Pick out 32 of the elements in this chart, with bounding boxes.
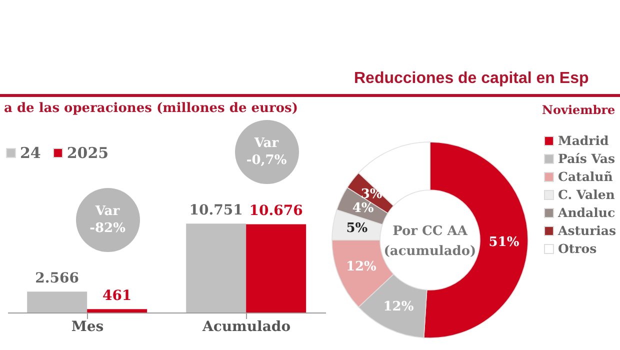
bar [27, 292, 88, 313]
bar [186, 224, 246, 313]
legend-label: 2025 [66, 144, 109, 162]
bar [246, 224, 306, 313]
data-label: 2.566 [35, 270, 79, 287]
legend-label: País Vas [558, 151, 615, 167]
chart-subtitle: a de las operaciones (millones de euros) [4, 101, 298, 116]
data-label: 5% [346, 220, 368, 236]
data-label: 51% [488, 234, 520, 250]
x-tick-label: Acumulado [201, 318, 291, 335]
chart-subtitle: Noviembre [542, 103, 616, 117]
chart-title: Reducciones de capital en Esp [354, 70, 589, 88]
data-label: 10.676 [249, 203, 303, 220]
legend-label: 24 [20, 144, 41, 162]
data-label: 12% [346, 260, 378, 275]
x-tick-label: Mes [71, 318, 104, 335]
legend-label: Otros [558, 241, 597, 257]
annotation: Var -82% [90, 202, 126, 237]
legend-label: Andaluc [558, 205, 616, 221]
circle-badge: Var -0,7% [234, 120, 298, 184]
legend-label: Cataluñ [558, 169, 613, 185]
text: Por CC AA (acumulado) [384, 224, 476, 259]
circle-badge: Var -82% [76, 188, 140, 252]
legend-label: C. Valen [558, 187, 615, 203]
data-label: 10.751 [189, 202, 243, 219]
legend-label: Asturias [558, 223, 616, 239]
data-label: 461 [102, 288, 132, 304]
data-label: 4% [352, 200, 374, 216]
data-label: 3% [360, 187, 383, 202]
legend-label: Madrid [558, 133, 609, 149]
data-label: 12% [383, 299, 414, 314]
bar [87, 309, 148, 313]
